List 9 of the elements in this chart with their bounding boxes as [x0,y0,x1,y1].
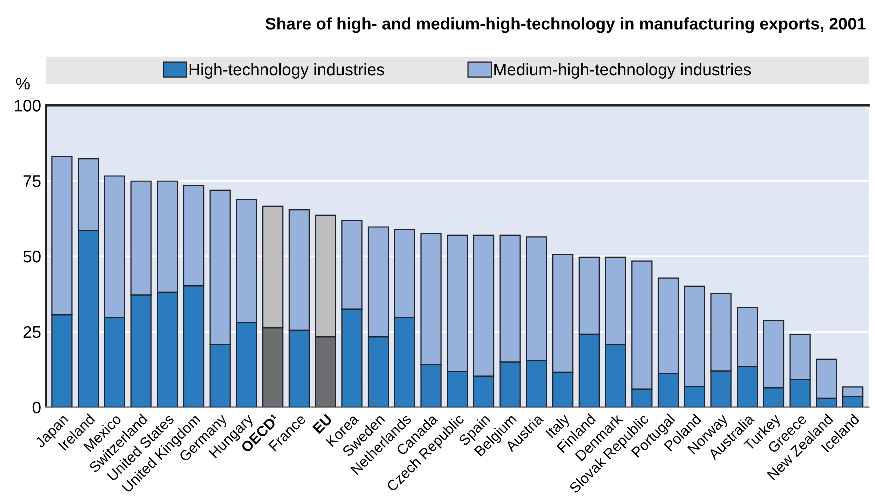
y-axis-title: % [16,78,30,90]
y-tick-label: 100 [14,100,41,112]
y-tick-label: 75 [24,176,41,188]
chart-title: Share of high- and medium-high-technology in manufacturing exports, 2001 [266,18,866,34]
y-tick-label: 50 [24,250,41,263]
legend-label: Medium-high-technology industries [494,63,752,79]
y-tick-label: 0 [32,402,41,414]
legend-label: High-technology industries [190,63,384,79]
y-tick-label: 25 [24,326,41,338]
